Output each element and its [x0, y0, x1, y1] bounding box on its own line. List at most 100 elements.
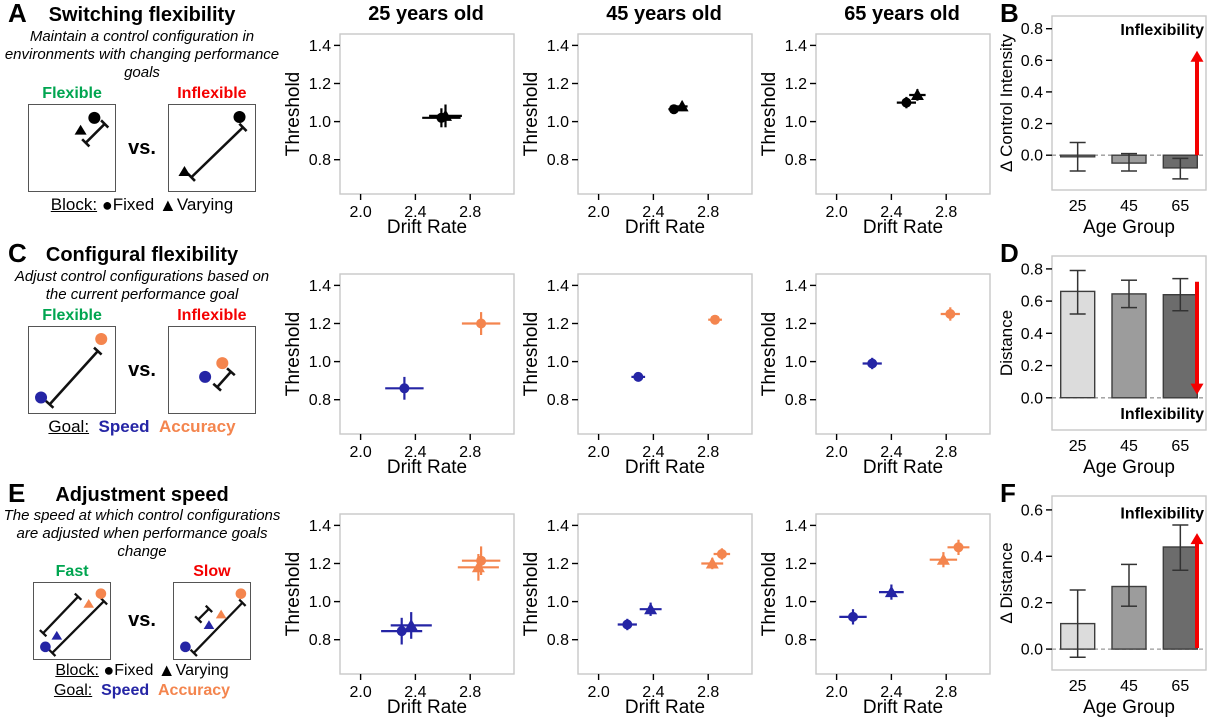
fast-diagram-box [33, 581, 112, 660]
bar-chart-delta-distance: 0.0 0.2 0.4 0.6 25 45 65 Age Group Δ Distance Inf… [997, 480, 1214, 725]
vs-label: vs. [128, 359, 156, 381]
x-tick-label: 2.4 [880, 684, 902, 701]
x-tick-label: 25 [1069, 198, 1087, 215]
spacer [284, 240, 522, 266]
y-tick-label: 1.4 [309, 38, 331, 55]
scatter-plot-c-25: 0.8 1.0 1.2 1.4 2.0 2.4 2.8 Drift Rate Threshold [283, 266, 522, 483]
column-title-45: 45 years old [606, 3, 722, 25]
accuracy-varying-marker-icon [83, 598, 95, 608]
x-tick-label: 2.4 [642, 444, 664, 461]
x-tick-label: 2.0 [349, 204, 371, 221]
y-tick-label: 0.8 [1021, 21, 1043, 38]
x-tick-label: 25 [1069, 438, 1087, 455]
y-tick-label: 0.4 [1021, 549, 1043, 566]
y-tick-label: 0.2 [1021, 116, 1043, 133]
data-point-orange-circle [461, 546, 501, 575]
slow-label: Slow [193, 563, 231, 580]
x-tick-label: 2.4 [404, 444, 426, 461]
x-axis-label: Age Group [1083, 217, 1175, 238]
fast-label: Fast [55, 563, 89, 580]
fixed-marker-icon [88, 111, 101, 124]
x-tick-label: 25 [1069, 678, 1087, 695]
spacer [284, 480, 522, 506]
block-legend-key: Block: [50, 194, 98, 214]
y-axis-label: Threshold [522, 72, 542, 157]
y-tick-label: 0.8 [785, 632, 807, 649]
speed-fixed-marker-icon [40, 641, 51, 652]
arrow-head-up-icon [1190, 533, 1204, 545]
panel-letter-a: A [8, 0, 27, 28]
arrow-head-up-icon [1190, 50, 1204, 62]
switching-flexible-diagram-icon [74, 111, 110, 147]
flexible-diagram-box [28, 325, 117, 414]
configural-inflexible-diagram-icon [199, 356, 236, 392]
y-tick-label: 1.2 [785, 76, 807, 93]
y-axis-label: Threshold [760, 552, 780, 637]
varying-marker-icon: ▲ [159, 194, 177, 215]
data-point-orange-triangle [701, 557, 724, 570]
row-e: E Adjustment speed The speed at which co… [0, 480, 1214, 720]
inflexible-label: Inflexible [177, 307, 247, 324]
cell-c-45: 0.8 1.0 1.2 1.4 2.0 2.4 2.8 Drift Rate Threshold [521, 240, 760, 485]
x-tick-label: 65 [1171, 198, 1189, 215]
bar-group-65: 65 [1162, 154, 1199, 215]
bar-group-25: 25 [1060, 269, 1096, 455]
x-tick-label: 2.8 [697, 204, 719, 221]
inflexibility-arrow [1190, 50, 1204, 156]
speed-fixed-marker-icon [179, 641, 191, 652]
panel-letter-e: E [8, 478, 26, 508]
inflexible-label: Inflexible [177, 85, 247, 102]
y-axis-label: Threshold [284, 312, 304, 397]
panel-a-title: Switching flexibility [48, 4, 236, 26]
data-point-blue-circle [381, 617, 423, 645]
y-tick-label: 1.0 [785, 594, 807, 611]
panel-e: E Adjustment speed The speed at which co… [0, 480, 284, 725]
adjustment-fast-diagram-icon [39, 587, 109, 657]
data-point-blue-circle [631, 371, 646, 382]
accuracy-legend-text: Accuracy [159, 416, 236, 436]
cell-a-25: 25 years old 0.8 1.0 1.2 1.4 2.0 2.4 2.8 Drift … [283, 0, 522, 245]
y-axis-label: Distance [998, 310, 1016, 376]
bar-svg: 0.0 0.2 0.4 0.6 25 45 65 Age Group Δ Distance Inf… [997, 495, 1207, 718]
x-tick-label: 65 [1171, 438, 1189, 455]
panel-e-legend-goal: Goal: Speed Accuracy [0, 681, 284, 700]
goal-legend-key: Goal: [48, 416, 90, 436]
x-axis-label: Drift Rate [625, 697, 705, 718]
x-axis-label: Drift Rate [863, 457, 943, 478]
bar-chart-control-intensity: 0.0 0.2 0.4 0.6 0.8 25 45 65 Age Group Δ Control … [997, 0, 1214, 245]
y-tick-label: 0.6 [1021, 53, 1043, 70]
x-tick-label: 2.8 [697, 684, 719, 701]
y-tick-label: 1.4 [309, 518, 331, 535]
varying-legend-text: Varying [176, 194, 234, 214]
switching-inflexible-diagram-icon [178, 110, 248, 182]
y-axis-label: Δ Control Intensity [998, 34, 1016, 172]
x-tick-label: 2.4 [404, 684, 426, 701]
inflexible-diagram-box [167, 103, 256, 192]
cell-e-45: 0.8 1.0 1.2 1.4 2.0 2.4 2.8 Drift Rate Threshold [521, 480, 760, 725]
x-tick-label: 2.0 [587, 684, 609, 701]
x-tick-label: 2.0 [349, 444, 371, 461]
y-tick-label: 1.2 [309, 316, 331, 333]
scatter-plot-e-45: 0.8 1.0 1.2 1.4 2.0 2.4 2.8 Drift Rate Threshold [521, 506, 760, 723]
x-tick-label: 65 [1171, 678, 1189, 695]
plot-border [339, 513, 515, 675]
x-tick-label: 2.4 [880, 204, 902, 221]
spacer [522, 240, 760, 266]
x-tick-label: 2.8 [459, 684, 481, 701]
fixed-marker-icon [233, 110, 246, 123]
y-tick-label: 0.4 [1021, 326, 1043, 343]
bar-group-45: 45 [1111, 563, 1147, 695]
panel-c-description: Adjust control configurations based on t… [14, 268, 270, 303]
panel-e-description: The speed at which control configuration… [3, 507, 281, 560]
y-tick-label: 0.8 [547, 152, 569, 169]
panel-a-legend: Block: ●Fixed ▲Varying [0, 195, 284, 216]
scatter-plot-c-45: 0.8 1.0 1.2 1.4 2.0 2.4 2.8 Drift Rate Threshold [521, 266, 760, 483]
x-axis-label: Drift Rate [625, 457, 705, 478]
bar-svg: 0.0 0.2 0.4 0.6 0.8 25 45 65 Age Group Distance In… [997, 255, 1207, 478]
flexible-label: Flexible [42, 85, 102, 102]
x-tick-label: 2.8 [459, 204, 481, 221]
